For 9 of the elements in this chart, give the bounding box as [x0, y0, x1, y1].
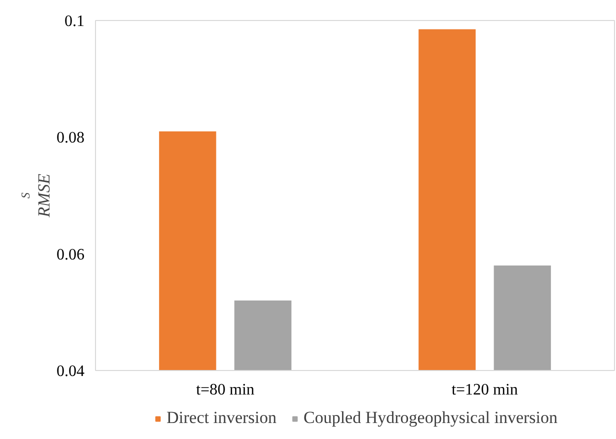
x-tick-label: t=80 min	[196, 382, 254, 398]
x-tick-label: t=120 min	[452, 382, 518, 398]
y-axis-title: RMSES	[18, 173, 54, 218]
y-tick-label: 0.1	[64, 13, 84, 30]
y-tick-label: 0.06	[56, 246, 84, 264]
y-tick-label: 0.04	[56, 363, 84, 380]
legend-label: Direct inversion	[166, 408, 276, 428]
y-tick-label: 0.08	[56, 130, 84, 147]
legend-label: Coupled Hydrogeophysical inversion	[303, 408, 558, 428]
